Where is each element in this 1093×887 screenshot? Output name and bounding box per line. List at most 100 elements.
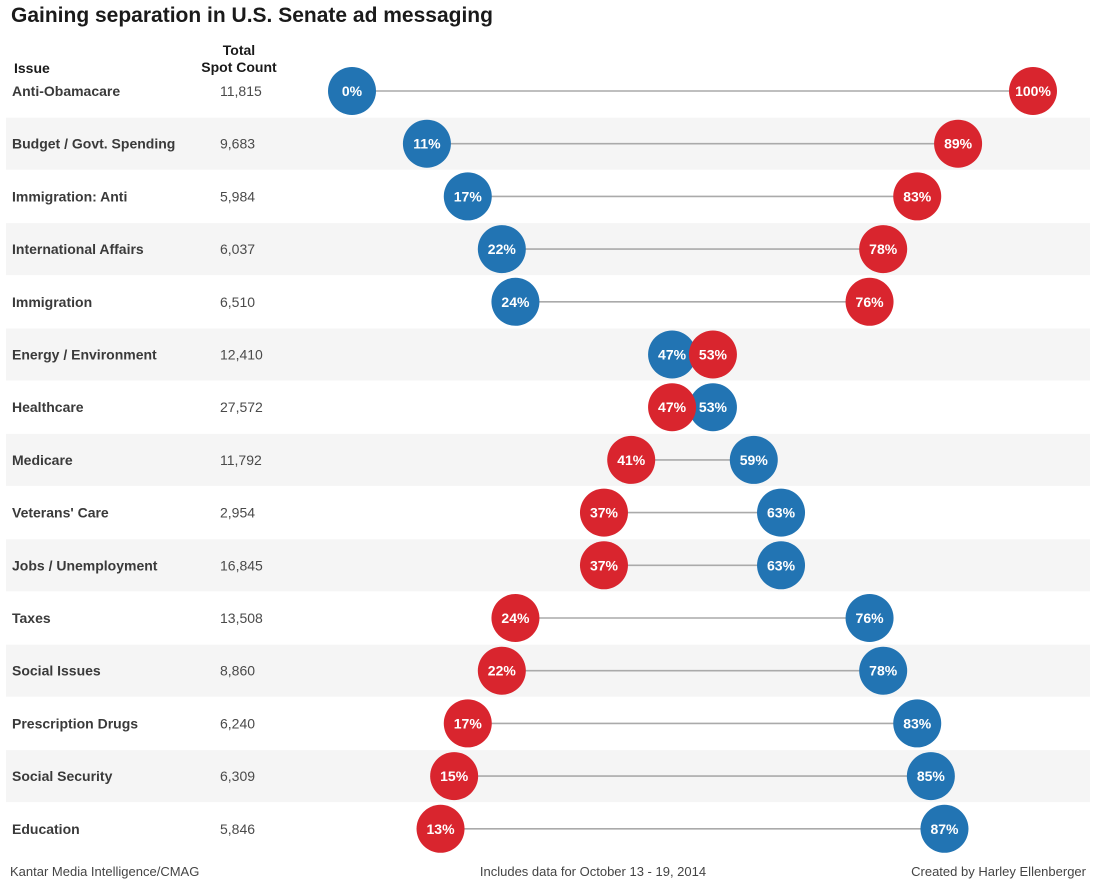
issue-label: Prescription Drugs — [12, 715, 138, 731]
blue-value-label: 85% — [917, 768, 946, 784]
row-band — [6, 328, 1090, 381]
issue-label: Anti-Obamacare — [12, 83, 120, 99]
blue-dot — [402, 119, 451, 168]
red-dot — [648, 383, 697, 432]
issue-label: Education — [12, 821, 80, 837]
blue-dot — [328, 67, 376, 115]
spot-count-value: 13,508 — [220, 610, 263, 626]
red-value-label: 22% — [488, 663, 517, 679]
blue-dot — [920, 804, 969, 853]
blue-value-label: 87% — [930, 821, 959, 837]
red-dot — [491, 594, 540, 642]
blue-dot — [477, 225, 526, 274]
blue-value-label: 63% — [767, 557, 796, 573]
issue-label: Healthcare — [12, 399, 84, 415]
red-value-label: 83% — [903, 188, 932, 204]
spot-count-value: 12,410 — [220, 347, 263, 363]
red-value-label: 47% — [658, 399, 687, 415]
issue-label: Budget / Govt. Spending — [12, 136, 175, 152]
red-dot — [688, 330, 737, 379]
red-value-label: 17% — [454, 715, 483, 731]
chart-title: Gaining separation in U.S. Senate ad mes… — [11, 4, 493, 27]
blue-value-label: 76% — [856, 610, 885, 626]
blue-value-label: 59% — [740, 452, 769, 468]
red-dot — [579, 488, 628, 537]
red-dot — [579, 541, 628, 590]
spot-count-header-line2: Spot Count — [201, 59, 277, 75]
blue-dot — [893, 699, 942, 748]
spot-count-value: 6,240 — [220, 715, 255, 731]
blue-value-label: 63% — [767, 505, 796, 521]
red-value-label: 76% — [856, 294, 885, 310]
red-dot — [430, 752, 479, 801]
blue-dot — [443, 172, 492, 221]
issue-label: Social Security — [12, 768, 113, 784]
blue-dot — [906, 752, 955, 801]
blue-dot — [729, 435, 778, 484]
red-dot — [859, 225, 908, 274]
red-value-label: 37% — [590, 505, 619, 521]
blue-value-label: 47% — [658, 347, 687, 363]
issue-label: Energy / Environment — [12, 347, 157, 363]
blue-value-label: 22% — [488, 241, 517, 257]
blue-dot — [757, 488, 806, 537]
red-dot — [1009, 67, 1057, 115]
red-value-label: 37% — [590, 557, 619, 573]
spot-count-column-header: Total Spot Count — [188, 42, 290, 76]
issue-label: Veterans' Care — [12, 505, 109, 521]
blue-dot — [757, 541, 806, 590]
dumbbell-chart: Anti-Obamacare 11,815 0% 100% Budget / Govt.… — [6, 67, 1090, 853]
red-dot — [607, 435, 656, 484]
issue-label: Social Issues — [12, 663, 101, 679]
red-dot — [845, 277, 894, 326]
red-dot — [893, 172, 942, 221]
red-value-label: 13% — [427, 821, 456, 837]
date-note: Includes data for October 13 - 19, 2014 — [479, 864, 707, 879]
blue-dot — [859, 646, 908, 695]
spot-count-header-line1: Total — [222, 42, 256, 58]
spot-count-value: 2,954 — [220, 505, 255, 521]
issue-label: Taxes — [12, 610, 51, 626]
issue-column-header: Issue — [14, 60, 50, 76]
spot-count-value: 6,510 — [220, 294, 255, 310]
issue-label: Immigration: Anti — [12, 188, 127, 204]
blue-value-label: 78% — [869, 663, 898, 679]
blue-value-label: 24% — [501, 294, 530, 310]
row-band — [6, 539, 1090, 592]
blue-value-label: 0% — [342, 83, 363, 99]
spot-count-value: 8,860 — [220, 663, 255, 679]
red-value-label: 41% — [617, 452, 646, 468]
spot-count-value: 6,037 — [220, 241, 255, 257]
blue-dot — [491, 277, 540, 326]
red-value-label: 78% — [869, 241, 898, 257]
blue-value-label: 17% — [454, 188, 483, 204]
spot-count-value: 5,846 — [220, 821, 255, 837]
red-value-label: 24% — [501, 610, 530, 626]
row-band — [6, 433, 1090, 486]
red-value-label: 100% — [1015, 83, 1051, 99]
blue-dot — [648, 330, 697, 379]
issue-label: Medicare — [12, 452, 73, 468]
red-value-label: 53% — [699, 347, 728, 363]
spot-count-value: 6,309 — [220, 768, 255, 784]
spot-count-value: 9,683 — [220, 136, 255, 152]
red-value-label: 15% — [440, 768, 469, 784]
red-value-label: 89% — [944, 136, 973, 152]
issue-label: Immigration — [12, 294, 92, 310]
issue-label: Jobs / Unemployment — [12, 557, 158, 573]
red-dot — [477, 646, 526, 695]
credit-note: Created by Harley Ellenberger — [911, 864, 1086, 879]
spot-count-value: 5,984 — [220, 188, 255, 204]
red-dot — [934, 119, 983, 168]
blue-value-label: 11% — [413, 136, 441, 152]
blue-dot — [845, 594, 894, 642]
spot-count-value: 16,845 — [220, 557, 263, 573]
red-dot — [443, 699, 492, 748]
spot-count-value: 11,815 — [220, 83, 262, 99]
blue-value-label: 83% — [903, 715, 932, 731]
red-dot — [416, 804, 465, 853]
spot-count-value: 27,572 — [220, 399, 263, 415]
blue-dot — [688, 383, 737, 432]
issue-label: International Affairs — [12, 241, 144, 257]
source-note: Kantar Media Intelligence/CMAG — [10, 864, 200, 879]
